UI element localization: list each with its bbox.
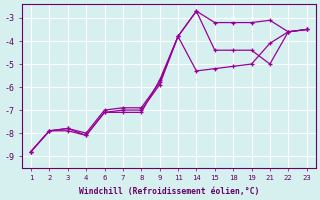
X-axis label: Windchill (Refroidissement éolien,°C): Windchill (Refroidissement éolien,°C) [79, 187, 259, 196]
